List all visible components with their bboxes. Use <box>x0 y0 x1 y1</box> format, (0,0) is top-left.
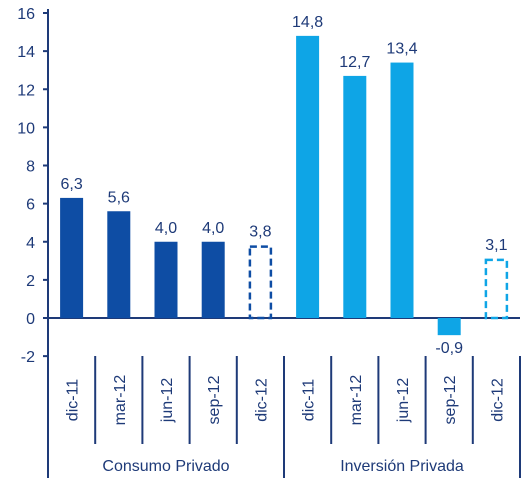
data-label: 12,7 <box>339 54 370 71</box>
data-label: 13,4 <box>386 41 417 58</box>
bar <box>107 211 131 318</box>
bar <box>437 318 461 336</box>
group-label: Inversión Privada <box>340 458 464 475</box>
data-label: 14,8 <box>292 14 323 31</box>
y-tick-label: 6 <box>26 197 35 214</box>
y-tick-label: -2 <box>21 349 35 366</box>
y-tick-label: 14 <box>17 44 35 61</box>
data-label: -0,9 <box>435 340 463 357</box>
data-label: 4,0 <box>202 220 224 237</box>
y-tick-label: 0 <box>26 311 35 328</box>
data-label: 3,8 <box>249 224 271 241</box>
bar <box>154 241 178 318</box>
data-label: 3,1 <box>485 237 507 254</box>
category-label: dic-11 <box>65 379 82 421</box>
bar <box>296 35 320 318</box>
y-tick-label: 8 <box>26 159 35 176</box>
category-label: dic-11 <box>301 379 318 421</box>
bar <box>390 62 414 318</box>
bar <box>60 197 84 318</box>
category-label: jun-12 <box>395 378 412 424</box>
y-tick-label: 10 <box>17 120 35 137</box>
category-label: sep-12 <box>442 375 459 424</box>
bar-projection <box>484 258 509 320</box>
category-label: jun-12 <box>159 378 176 424</box>
y-tick-label: 16 <box>17 6 35 23</box>
bar-projection <box>248 245 273 320</box>
y-tick-label: 4 <box>26 235 35 252</box>
category-label: dic-12 <box>253 378 270 422</box>
bar <box>201 241 225 318</box>
bar <box>343 75 367 318</box>
y-tick-label: 2 <box>26 273 35 290</box>
category-label: mar-12 <box>112 375 129 426</box>
data-label: 6,3 <box>60 176 82 193</box>
group-label: Consumo Privado <box>102 458 229 475</box>
category-label: dic-12 <box>489 378 506 422</box>
category-label: sep-12 <box>206 375 223 424</box>
category-label: mar-12 <box>348 375 365 426</box>
data-label: 5,6 <box>108 189 130 206</box>
y-tick-label: 12 <box>17 82 35 99</box>
data-label: 4,0 <box>155 220 177 237</box>
